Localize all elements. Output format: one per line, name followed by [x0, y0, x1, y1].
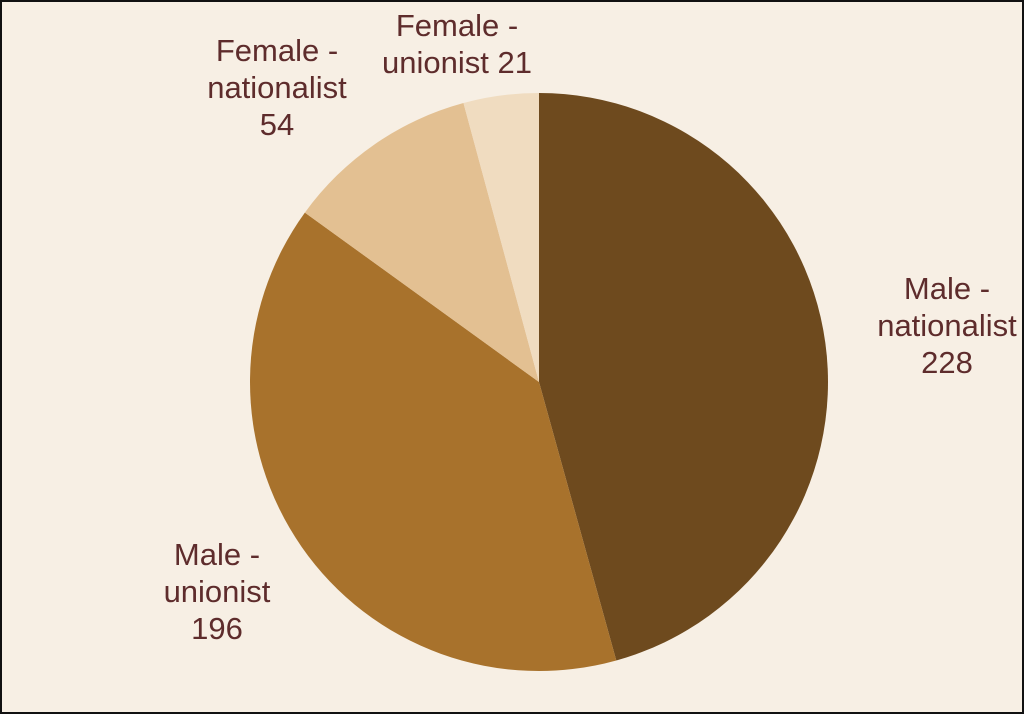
pie-slice	[539, 93, 829, 661]
slice-value: 196	[191, 611, 243, 646]
slice-category: Female - unionist	[382, 8, 519, 80]
pie-slice	[463, 93, 539, 382]
slice-value: 228	[921, 345, 973, 380]
slice-value: 21	[497, 45, 532, 80]
pie-slice	[304, 103, 539, 382]
slice-category: Male - nationalist	[877, 271, 1017, 343]
slice-label: Female - unionist 21	[352, 7, 562, 81]
slice-label: Male - unionist 196	[122, 536, 312, 647]
slice-label: Male - nationalist 228	[862, 270, 1024, 381]
slice-label: Female - nationalist 54	[182, 32, 372, 143]
slice-category: Male - unionist	[163, 537, 271, 609]
pie-slice	[249, 212, 617, 672]
slice-category: Female - nationalist	[207, 33, 347, 105]
slice-value: 54	[259, 107, 295, 142]
